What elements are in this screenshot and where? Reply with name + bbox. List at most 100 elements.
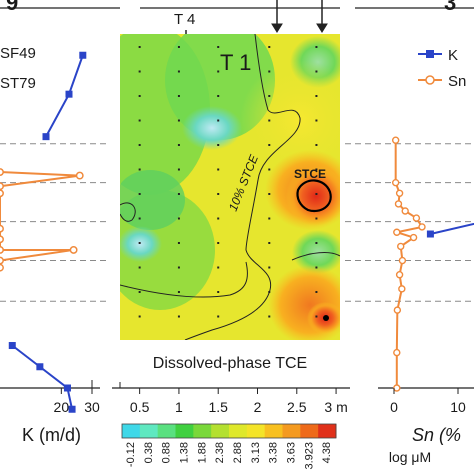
sampling-point bbox=[138, 70, 141, 73]
sampling-point bbox=[177, 144, 180, 146]
sampling-point bbox=[138, 95, 141, 97]
sampling-point bbox=[217, 217, 220, 220]
colorbar-ticklabel: 1.88 bbox=[196, 442, 208, 463]
data-point-circle bbox=[0, 182, 4, 191]
legend-marker-k bbox=[426, 50, 434, 58]
sampling-point bbox=[138, 266, 141, 269]
data-point-circle bbox=[0, 263, 4, 272]
center-x-ticklabel: 0.5 bbox=[130, 399, 150, 415]
sampling-point bbox=[177, 70, 180, 73]
sampling-point bbox=[217, 144, 220, 146]
sampling-point bbox=[138, 119, 141, 122]
left-legend: SF49 ST79 bbox=[0, 45, 36, 92]
sampling-point bbox=[315, 266, 318, 269]
data-point-square bbox=[42, 133, 50, 141]
data-point-circle bbox=[393, 228, 401, 236]
sampling-point bbox=[177, 217, 180, 220]
data-point-circle bbox=[393, 348, 401, 357]
sampling-point bbox=[138, 217, 141, 220]
legend-entry: ST79 bbox=[0, 75, 36, 92]
series-line bbox=[430, 222, 474, 235]
colorbar-ticklabel: 4.38 bbox=[321, 442, 333, 463]
colorbar-ticklabel: 2.38 bbox=[214, 442, 226, 463]
sampling-point bbox=[315, 46, 318, 48]
sampling-point bbox=[177, 266, 180, 269]
sampling-point bbox=[315, 144, 318, 146]
colorbar-segment bbox=[175, 424, 194, 438]
sampling-point bbox=[177, 119, 180, 122]
sampling-point bbox=[315, 168, 318, 171]
series-line bbox=[392, 140, 424, 388]
sampling-point bbox=[268, 168, 271, 171]
data-point-circle bbox=[394, 200, 403, 208]
left-axis bbox=[0, 380, 100, 389]
sampling-point bbox=[315, 217, 318, 220]
sampling-point bbox=[315, 193, 318, 195]
sampling-point bbox=[268, 193, 271, 195]
sampling-point bbox=[138, 242, 141, 244]
colorbar-ticklabel: 3.923 bbox=[303, 442, 315, 470]
sampling-point bbox=[268, 217, 271, 220]
data-point-circle bbox=[412, 214, 421, 222]
colorbar-ticklabel: 0.38 bbox=[143, 442, 155, 463]
sampling-point bbox=[268, 95, 271, 97]
sampling-point bbox=[268, 119, 271, 122]
heatmap-title: Dissolved-phase TCE bbox=[153, 355, 307, 372]
sampling-point bbox=[217, 315, 220, 318]
center-x-axis bbox=[112, 382, 350, 394]
data-point-circle bbox=[0, 189, 4, 198]
left-x-ticklabels: 20 30 bbox=[54, 388, 100, 415]
sampling-point bbox=[217, 291, 220, 293]
dashed-depth-guides-right bbox=[345, 143, 474, 302]
sampling-point bbox=[138, 315, 141, 318]
sampling-point bbox=[268, 46, 271, 48]
colorbar-segment bbox=[264, 424, 283, 438]
colorbar-ticklabel: 0.88 bbox=[161, 442, 173, 463]
sampling-point bbox=[217, 119, 220, 122]
sampling-point bbox=[217, 95, 220, 97]
data-point-square bbox=[36, 363, 44, 371]
sampling-point bbox=[138, 168, 141, 171]
sampling-point bbox=[177, 315, 180, 318]
right-legend: K Sn bbox=[418, 47, 466, 90]
data-point-circle bbox=[69, 245, 78, 254]
sampling-point bbox=[315, 119, 318, 122]
sampling-point bbox=[268, 144, 271, 146]
right-x-axis-label: Sn (% bbox=[412, 425, 461, 445]
data-point-square bbox=[79, 51, 87, 59]
sampling-point bbox=[217, 242, 220, 244]
colorbar-segment bbox=[193, 424, 212, 438]
sampling-point bbox=[315, 70, 318, 73]
center-x-ticklabels: 0.5 1 1.5 2 2.5 3 m bbox=[130, 399, 348, 415]
contour-label-stce: STCE bbox=[294, 167, 326, 181]
left-x-ticklabel: 20 bbox=[54, 399, 70, 415]
colorbar-segment bbox=[211, 424, 230, 438]
data-point-square bbox=[8, 342, 16, 350]
colorbar bbox=[121, 423, 337, 439]
colorbar-ticklabel: 3.63 bbox=[285, 442, 297, 463]
data-point-square bbox=[65, 90, 73, 98]
left-x-axis-label: K (m/d) bbox=[22, 425, 81, 445]
legend-entry: SF49 bbox=[0, 45, 36, 62]
series-line bbox=[11, 344, 74, 410]
colorbar-segment bbox=[318, 424, 337, 438]
data-point-circle bbox=[397, 242, 405, 251]
data-point-circle bbox=[0, 168, 4, 177]
center-x-ticklabel: 2 bbox=[254, 399, 262, 415]
series-line bbox=[45, 54, 84, 138]
right-sn-plot bbox=[391, 136, 474, 392]
panel-letter-right: 3 bbox=[444, 0, 456, 15]
sampling-point bbox=[268, 242, 271, 244]
heatmap-panel-label: T 1 bbox=[220, 50, 251, 75]
colorbar-segment bbox=[157, 424, 176, 438]
data-point-square bbox=[426, 230, 434, 238]
center-x-ticklabel: 2.5 bbox=[287, 399, 307, 415]
sampling-point bbox=[217, 46, 220, 48]
colorbar-ticklabel: -0.12 bbox=[125, 442, 137, 467]
colorbar-ticklabel: 1.38 bbox=[178, 442, 190, 463]
data-point-circle bbox=[0, 256, 4, 265]
data-point-circle bbox=[401, 207, 409, 215]
colorbar-segment bbox=[139, 424, 159, 438]
sampling-point bbox=[177, 46, 180, 48]
colorbar-ticklabel: 3.38 bbox=[268, 442, 280, 463]
